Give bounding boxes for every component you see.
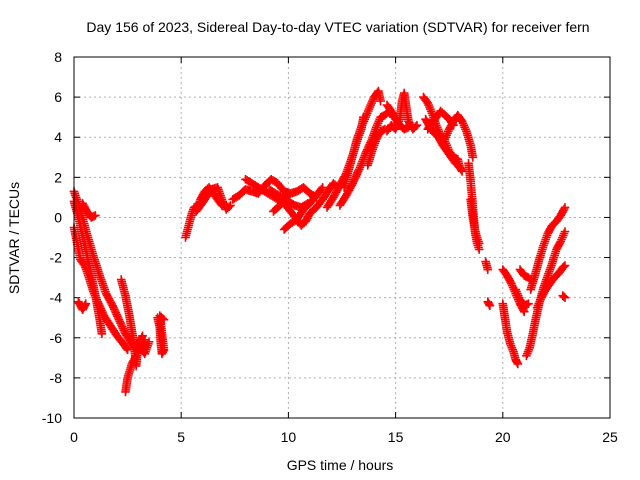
data-point — [412, 120, 422, 130]
data-point — [559, 292, 569, 301]
data-point — [474, 239, 484, 248]
data-point — [468, 153, 478, 162]
y-tick-label: 4 — [54, 129, 62, 145]
data-point — [560, 261, 570, 270]
data-point — [560, 203, 570, 212]
data-point — [457, 165, 466, 175]
x-tick-label: 15 — [388, 429, 404, 445]
plot-frame — [73, 56, 611, 419]
data-point — [122, 344, 131, 353]
data-point — [226, 201, 235, 210]
x-tick-label: 5 — [177, 429, 185, 445]
y-tick-label: -2 — [50, 250, 63, 266]
data-point — [81, 299, 91, 308]
data-point — [513, 359, 523, 369]
chart-title: Day 156 of 2023, Sidereal Day-to-day VTE… — [86, 19, 589, 35]
y-tick-label: 2 — [54, 169, 62, 185]
data-point — [404, 122, 413, 132]
data-point — [284, 189, 293, 198]
data-point — [457, 167, 467, 176]
y-tick-label: -4 — [50, 290, 63, 306]
data-point — [483, 265, 493, 274]
data-point — [560, 293, 570, 302]
data-point — [485, 301, 495, 310]
data-point — [559, 262, 569, 271]
x-tick-label: 20 — [495, 429, 511, 445]
y-axis-tick-labels: -10 -8 -6 -4 -2 0 2 4 6 8 — [42, 49, 62, 426]
data-point — [144, 337, 154, 347]
y-axis-label: SDTVAR / TECUs — [6, 182, 22, 294]
x-axis-label: GPS time / hours — [287, 457, 394, 473]
data-point — [448, 119, 457, 128]
data-point — [224, 202, 234, 211]
data-point — [524, 299, 533, 308]
data-point — [131, 351, 141, 361]
x-axis-tick-labels: 0 5 10 15 20 25 — [70, 429, 618, 445]
y-tick-label: 8 — [54, 49, 62, 65]
x-tick-label: 10 — [281, 429, 297, 445]
data-point — [318, 183, 327, 192]
data-point — [158, 314, 167, 323]
data-point — [449, 120, 458, 130]
y-tick-label: 6 — [54, 89, 62, 105]
y-tick-label: 0 — [54, 209, 62, 225]
x-tick-label: 0 — [70, 429, 78, 445]
y-tick-label: -8 — [50, 370, 63, 386]
data-point — [159, 315, 169, 324]
data-point — [411, 122, 420, 131]
x-tick-label: 25 — [602, 429, 618, 445]
data-point — [123, 345, 132, 355]
data-point — [359, 112, 368, 122]
data-point — [91, 211, 100, 220]
data-point — [138, 331, 147, 341]
data-point — [97, 329, 107, 339]
data-point — [376, 96, 385, 106]
y-tick-label: -10 — [42, 410, 62, 426]
y-tick-label: -6 — [50, 330, 63, 346]
data-point — [560, 227, 570, 236]
data-points — [69, 86, 570, 397]
